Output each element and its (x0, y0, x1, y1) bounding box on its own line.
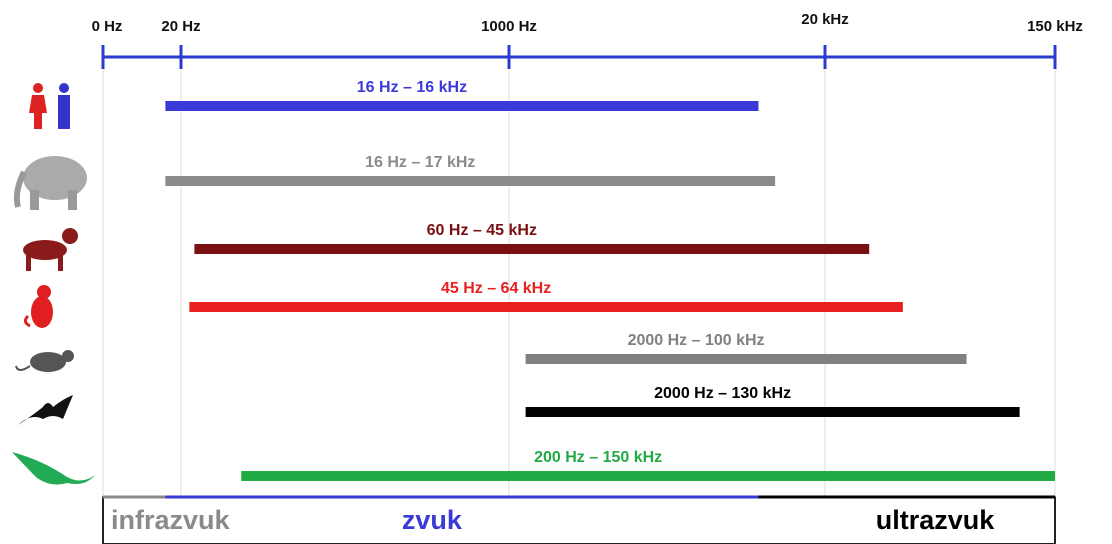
region-label: infrazvuk (111, 505, 231, 535)
dog-icon (23, 228, 78, 271)
tick-label: 20 kHz (801, 11, 849, 28)
range-bar (165, 176, 776, 186)
tick-label: 1000 Hz (481, 18, 537, 35)
cat-icon (23, 285, 53, 328)
human-icon (29, 83, 70, 129)
range-label: 200 Hz – 150 kHz (534, 449, 662, 466)
bat-icon (18, 395, 73, 425)
region-label: zvuk (402, 505, 463, 535)
range-bar (165, 101, 759, 111)
tick-label: 20 Hz (161, 18, 200, 35)
range-label: 16 Hz – 16 kHz (357, 79, 467, 96)
range-label: 45 Hz – 64 kHz (441, 280, 551, 297)
range-label: 2000 Hz – 130 kHz (654, 385, 791, 402)
range-label: 2000 Hz – 100 kHz (628, 332, 765, 349)
elephant-icon (13, 156, 87, 210)
animal-icons (12, 83, 95, 485)
range-bar (241, 471, 1056, 481)
range-bar (194, 244, 870, 254)
range-label: 60 Hz – 45 kHz (427, 222, 537, 239)
range-label: 16 Hz – 17 kHz (365, 154, 475, 171)
region-label: ultrazvuk (876, 505, 996, 535)
rat-icon (15, 350, 74, 372)
range-bar (525, 407, 1020, 417)
tick-label: 150 kHz (1027, 18, 1083, 35)
tick-label: 0 Hz (92, 18, 123, 35)
range-bar (189, 302, 903, 312)
dolphin-icon (12, 452, 95, 485)
range-bar (525, 354, 967, 364)
